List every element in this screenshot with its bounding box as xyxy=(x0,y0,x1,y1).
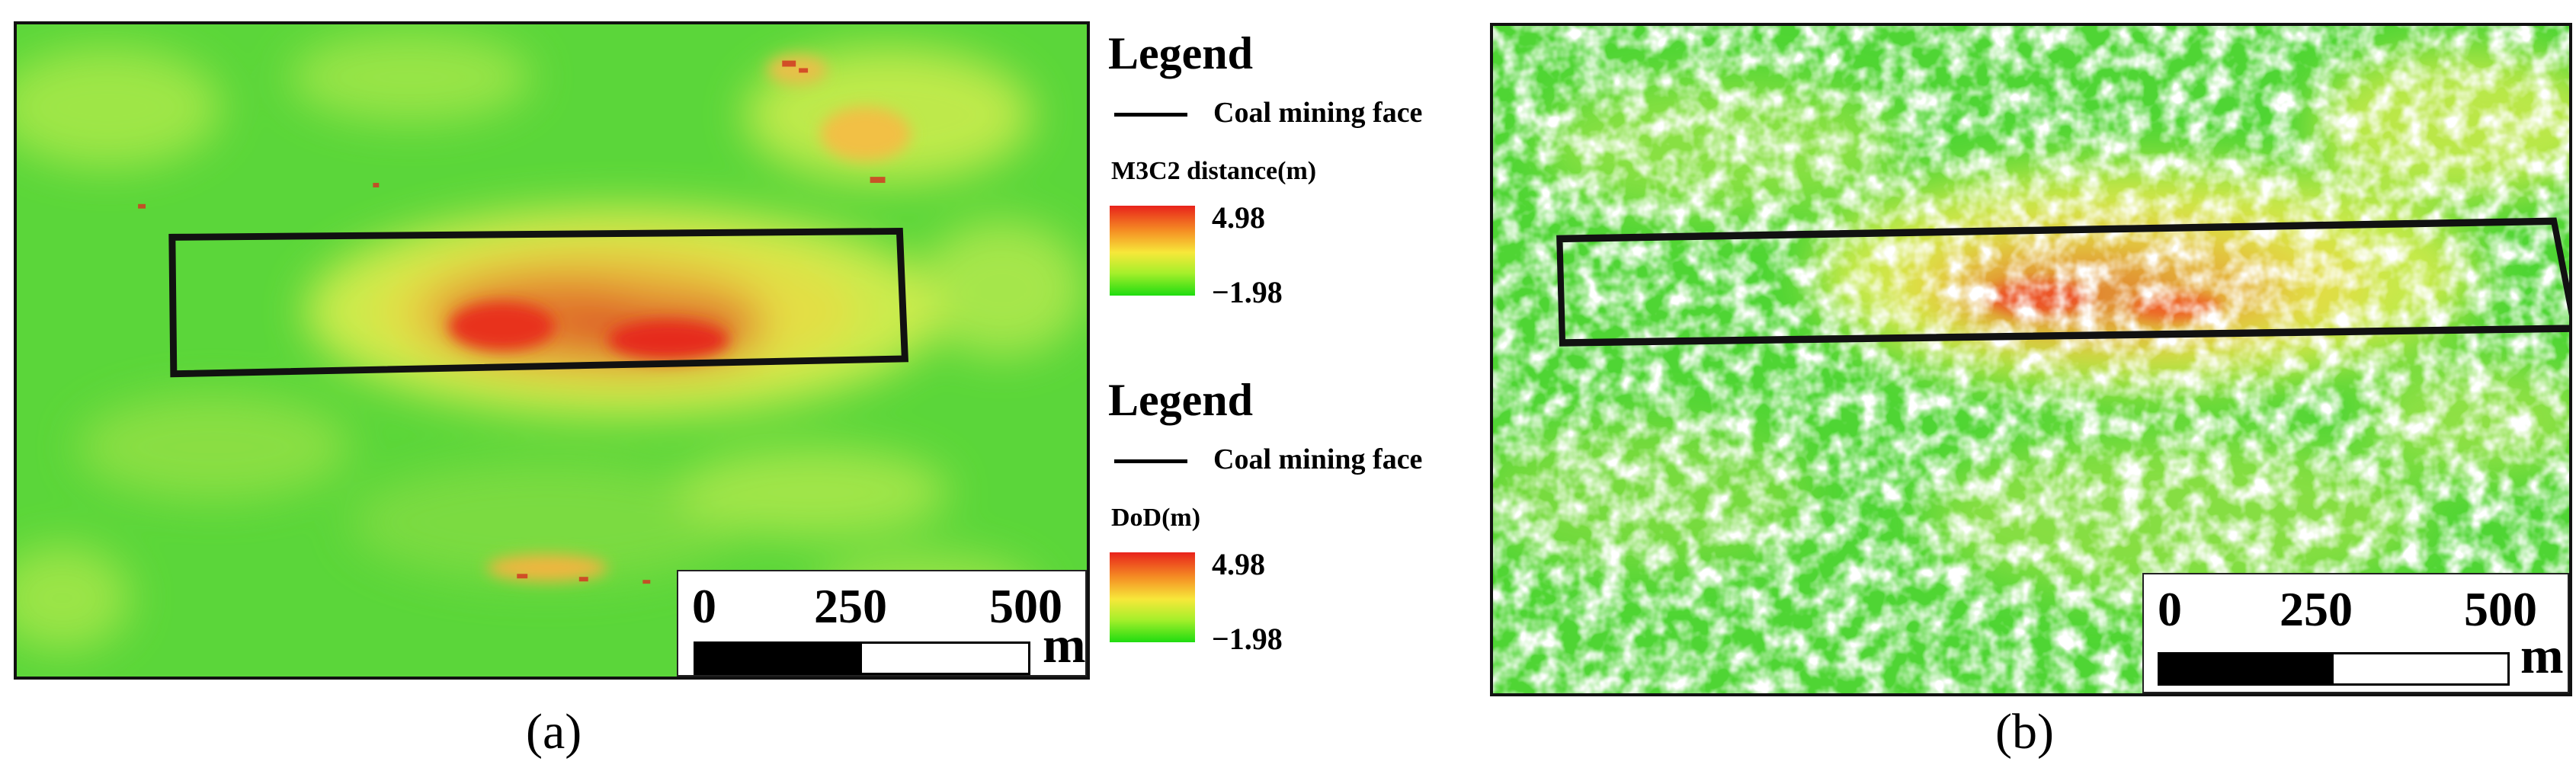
legend-color-ramp-entry: 4.98 −1.98 xyxy=(1099,200,1480,309)
m3c2-distance-raster xyxy=(17,24,1087,677)
legend-line-label: Coal mining face xyxy=(1213,97,1423,129)
legend-line-entry: Coal mining face xyxy=(1099,91,1480,137)
scale-bar-graphic xyxy=(694,641,1030,675)
legend-title: Legend xyxy=(1108,28,1254,78)
scale-tick-250: 250 xyxy=(2280,582,2353,636)
legend-title: Legend xyxy=(1108,375,1254,425)
map-panel-a: 0 250 500 m xyxy=(14,21,1090,680)
ramp-max-label: 4.98 xyxy=(1212,547,1265,581)
scale-unit: m xyxy=(1043,616,1086,673)
ramp-max-label: 4.98 xyxy=(1212,200,1265,235)
ramp-min-label: −1.98 xyxy=(1212,622,1283,656)
scale-bar: 0 250 500 m xyxy=(2142,573,2569,693)
legend-color-ramp-entry: 4.98 −1.98 xyxy=(1099,546,1480,656)
legend-line-label: Coal mining face xyxy=(1213,443,1423,475)
scale-bar: 0 250 500 m xyxy=(677,570,1087,677)
scale-tick-250: 250 xyxy=(814,579,887,633)
map-panel-b: 0 250 500 m xyxy=(1490,23,2572,696)
scale-tick-500: 500 xyxy=(989,579,1062,633)
legend-ramp-title: DoD(m) xyxy=(1111,504,1201,532)
legend-dod: Legend Coal mining face DoD(m) 4.98 −1.9… xyxy=(1099,375,1480,656)
scale-tick-500: 500 xyxy=(2464,582,2537,636)
panel-label-a: (a) xyxy=(526,704,582,760)
coal-mining-face-line-symbol xyxy=(1114,113,1187,117)
color-ramp xyxy=(1110,206,1195,296)
coal-mining-face-line-symbol xyxy=(1114,459,1187,463)
panel-label-b: (b) xyxy=(1995,704,2054,760)
scale-tick-0: 0 xyxy=(2158,582,2182,636)
scale-bar-graphic xyxy=(2158,652,2510,686)
scale-unit: m xyxy=(2520,626,2564,684)
color-ramp xyxy=(1110,552,1195,642)
legend-m3c2: Legend Coal mining face M3C2 distance(m)… xyxy=(1099,28,1480,309)
scale-tick-0: 0 xyxy=(692,579,716,633)
legend-ramp-title: M3C2 distance(m) xyxy=(1111,157,1317,185)
ramp-min-label: −1.98 xyxy=(1212,275,1283,309)
legend-line-entry: Coal mining face xyxy=(1099,438,1480,484)
